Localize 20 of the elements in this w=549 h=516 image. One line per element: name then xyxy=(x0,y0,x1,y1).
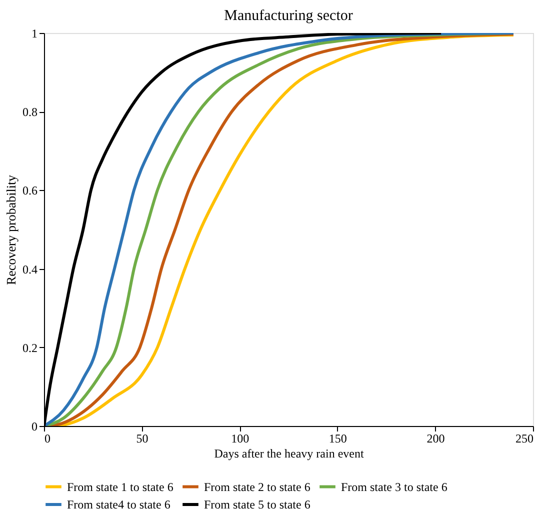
x-tick-label: 100 xyxy=(231,432,250,446)
y-axis-title: Recovery probability xyxy=(4,174,18,286)
x-tick-label: 250 xyxy=(516,432,534,446)
y-tick-label: 0.8 xyxy=(22,105,38,120)
legend-label: From state 5 to state 6 xyxy=(204,498,310,512)
x-tick-label: 50 xyxy=(136,432,148,446)
x-axis-title: Days after the heavy rain event xyxy=(214,446,364,460)
y-tick-label: 0.6 xyxy=(22,184,38,198)
legend-label: From state 3 to state 6 xyxy=(341,480,448,494)
x-tick-label: 150 xyxy=(328,432,347,446)
legend-label: From state4 to state 6 xyxy=(67,498,170,512)
x-tick-label: 200 xyxy=(426,432,445,446)
legend-label: From state 1 to state 6 xyxy=(67,480,174,494)
y-tick-label: 0.2 xyxy=(22,340,38,355)
legend-label: From state 2 to state 6 xyxy=(204,480,310,494)
y-tick-label: 1 xyxy=(32,26,38,40)
x-tick-label: 0 xyxy=(44,432,50,446)
y-tick-label: 0.4 xyxy=(22,262,38,276)
chart-title: Manufacturing sector xyxy=(224,8,353,24)
y-tick-label: 0 xyxy=(32,420,38,434)
